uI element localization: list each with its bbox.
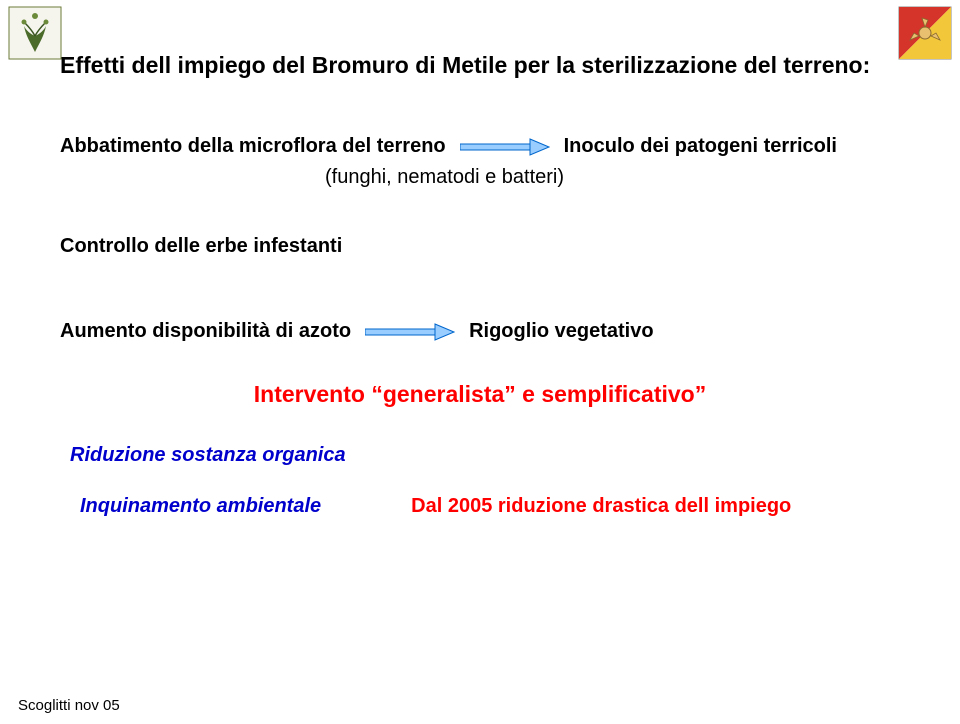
azoto-right: Rigoglio vegetativo <box>469 320 653 343</box>
subtext-funghi: (funghi, nematodi e batteri) <box>325 166 900 189</box>
microflora-left: Abbatimento della microflora del terreno <box>60 135 446 158</box>
inquinamento-text: Inquinamento ambientale <box>80 495 321 518</box>
row-microflora: Abbatimento della microflora del terreno… <box>60 135 900 158</box>
footer-text: Scoglitti nov 05 <box>18 697 120 714</box>
azoto-left: Aumento disponibilità di azoto <box>60 320 351 343</box>
control-erbe: Controllo delle erbe infestanti <box>60 235 900 258</box>
slide: Effetti dell impiego del Bromuro di Meti… <box>0 0 960 724</box>
arrow-icon <box>365 323 455 341</box>
dal2005-text: Dal 2005 riduzione drastica dell impiego <box>411 495 791 518</box>
bottom-row: Inquinamento ambientale Dal 2005 riduzio… <box>80 495 900 518</box>
microflora-right: Inoculo dei patogeni terricoli <box>564 135 837 158</box>
row-azoto: Aumento disponibilità di azoto Rigoglio … <box>60 320 900 343</box>
intervention-text: Intervento “generalista” e semplificativ… <box>60 381 900 408</box>
sicily-flag-icon <box>898 6 952 60</box>
slide-title: Effetti dell impiego del Bromuro di Meti… <box>60 50 900 81</box>
plant-crest-icon <box>8 6 62 60</box>
riduzione-text: Riduzione sostanza organica <box>70 444 900 467</box>
arrow-icon <box>460 138 550 156</box>
